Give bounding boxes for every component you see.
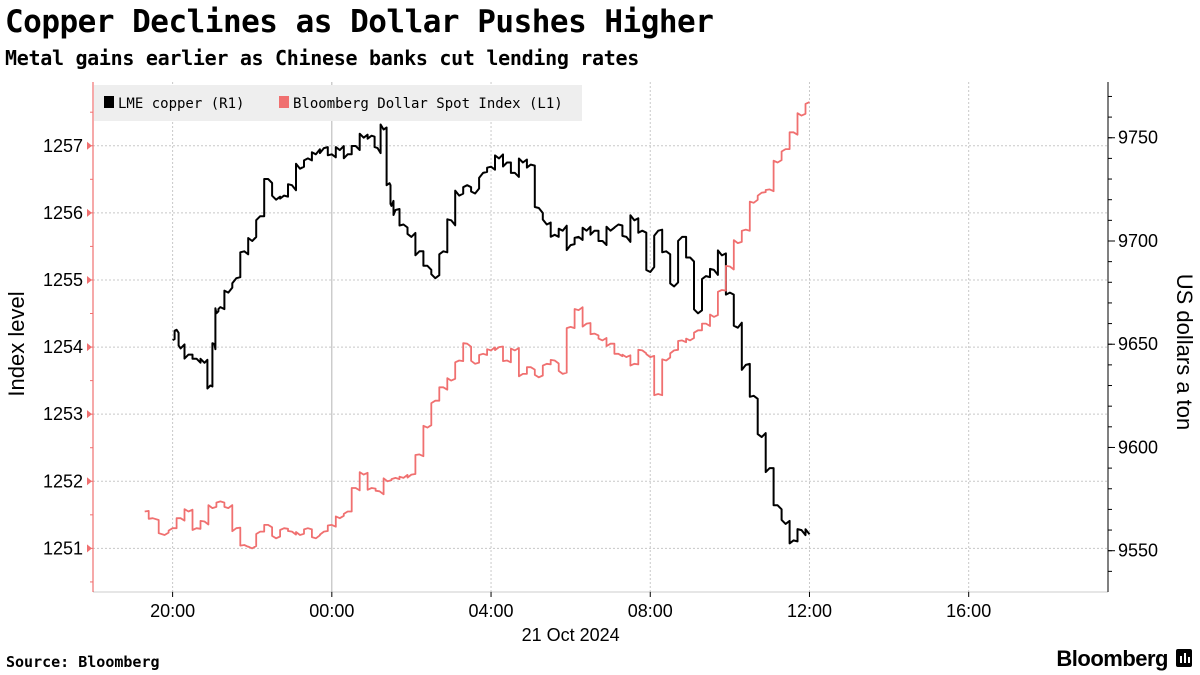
left-tick-label: 1257 [43,136,83,156]
left-tick-mark [87,544,92,553]
left-tick-mark [87,141,92,150]
left-tick-mark [87,208,92,217]
left-tick-label: 1252 [43,471,83,491]
chart-title: Copper Declines as Dollar Pushes Higher [5,4,714,40]
x-tick-label: 16:00 [946,601,991,621]
legend-label-copper: LME copper (R1) [118,96,244,112]
right-tick-label: 9700 [1118,231,1158,251]
legend-swatch-copper [104,96,114,108]
x-tick-label: 12:00 [787,601,832,621]
axes [87,82,1115,597]
left-tick-label: 1251 [43,538,83,558]
x-tick-label: 00:00 [309,601,354,621]
chart-subtitle: Metal gains earlier as Chinese banks cut… [5,46,640,70]
left-tick-label: 1253 [43,404,83,424]
x-tick-label: 04:00 [469,601,514,621]
x-tick-label: 20:00 [150,601,195,621]
brand-logo: Bloomberg [1056,646,1168,671]
right-tick-label: 9750 [1118,128,1158,148]
legend-box [94,85,582,121]
left-tick-mark [87,343,92,352]
right-axis-label: US dollars a ton [1172,274,1197,431]
bloomberg-terminal-icon [1176,649,1192,667]
legend-swatch-dollar [279,96,289,108]
copper-line [172,123,811,545]
series-lines [144,101,811,550]
left-tick-label: 1254 [43,337,83,357]
left-tick-label: 1256 [43,203,83,223]
tick-labels: 1251 1252 1253 1254 1255 1256 1257 9550 9600 9650… [43,128,1158,621]
left-tick-mark [87,477,92,486]
dollar-index-line [144,101,810,550]
axis-labels: Index level US dollars a ton 21 Oct 2024 [4,274,1197,645]
right-tick-label: 9600 [1118,437,1158,457]
left-tick-mark [87,275,92,284]
left-axis-label: Index level [4,291,29,396]
grid-lines [93,82,1108,592]
left-tick-label: 1255 [43,270,83,290]
legend: LME copper (R1) Bloomberg Dollar Spot Ind… [94,85,582,121]
right-tick-label: 9650 [1118,334,1158,354]
legend-label-dollar: Bloomberg Dollar Spot Index (L1) [293,96,563,112]
source-note: Source: Bloomberg [6,653,160,671]
right-tick-label: 9550 [1118,541,1158,561]
left-tick-mark [87,410,92,419]
x-tick-label: 08:00 [628,601,673,621]
x-axis-label: 21 Oct 2024 [522,625,620,645]
